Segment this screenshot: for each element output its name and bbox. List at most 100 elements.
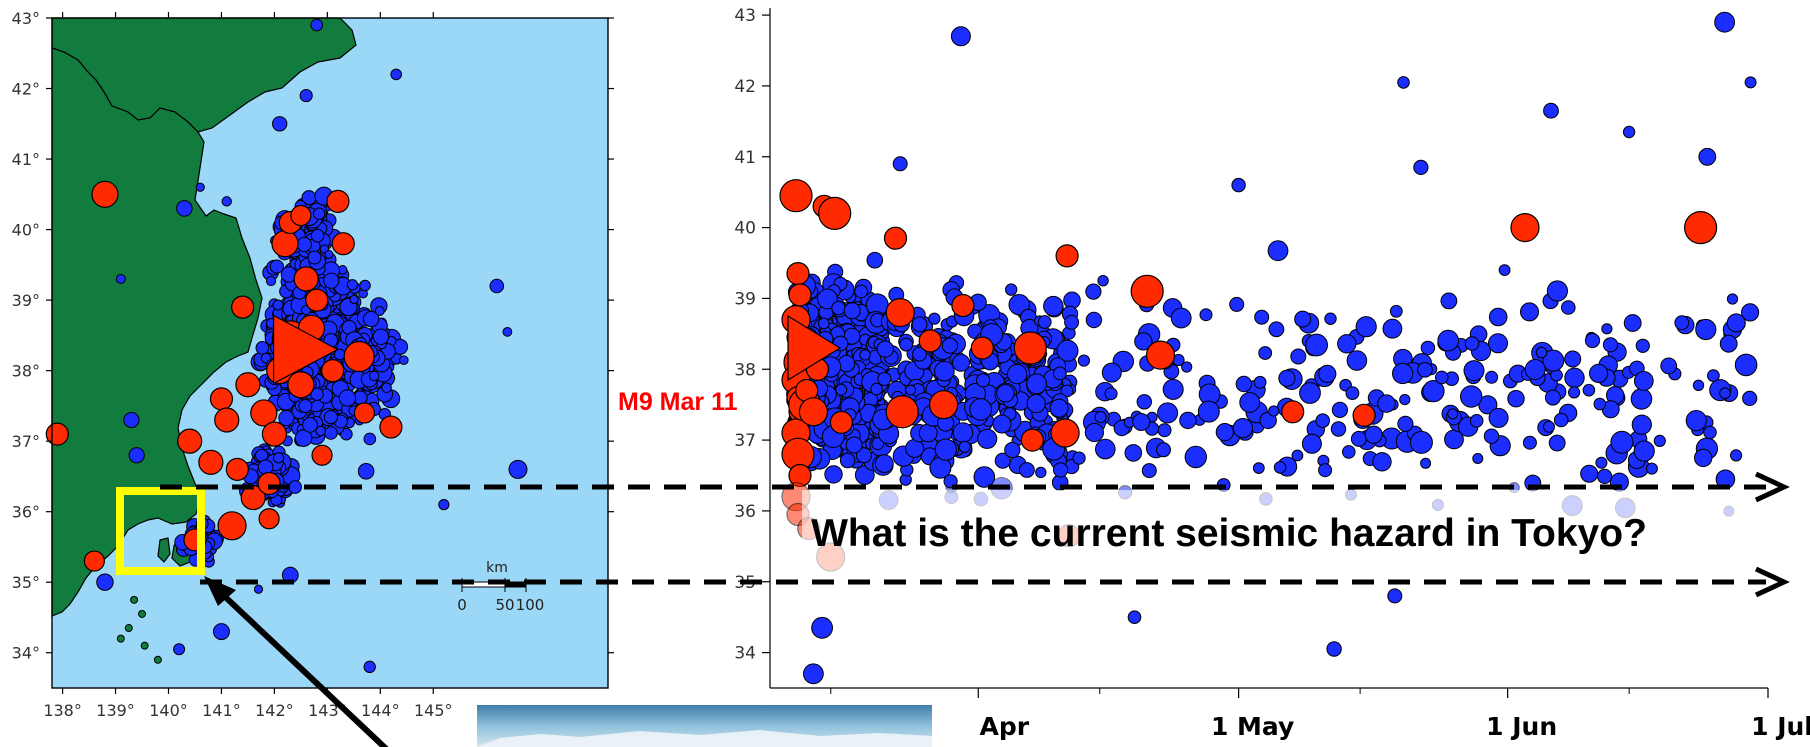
scatter-event-marker — [1703, 425, 1717, 440]
scatter-event-marker — [1301, 433, 1322, 454]
scatter-y-tick-label: 43 — [734, 6, 756, 26]
scatter-event-marker — [1568, 386, 1581, 399]
scatter-event-marker — [952, 353, 970, 372]
scatter-event-marker — [1397, 76, 1410, 89]
scatter-event-marker — [1546, 280, 1569, 302]
scatter-large-event-marker — [1050, 418, 1080, 448]
scatter-event-marker — [843, 302, 861, 320]
map-aftershock-marker — [346, 279, 359, 291]
scatter-event-marker — [1674, 315, 1690, 331]
scatter-event-marker — [973, 466, 996, 488]
scatter-event-marker — [1602, 337, 1619, 353]
scatter-event-marker — [1268, 321, 1285, 338]
map-aftershock-marker — [265, 275, 277, 287]
scatter-event-marker — [1543, 420, 1555, 433]
scatter-event-marker — [803, 663, 824, 685]
map-aftershock-marker — [212, 623, 230, 641]
map-aftershock-marker — [390, 68, 402, 81]
map-large-event-marker — [91, 180, 119, 208]
scatter-event-marker — [1660, 357, 1678, 375]
scatter-large-event-marker — [1281, 400, 1305, 424]
scatter-event-marker — [1157, 402, 1179, 424]
scatter-x-tick-label: 1 May — [1211, 712, 1294, 741]
scatter-event-marker — [1464, 336, 1480, 351]
map-lon-tick-label: 145° — [414, 701, 453, 720]
scatter-event-marker — [1350, 430, 1367, 447]
scale-bar-tick-label: 50 — [495, 596, 514, 614]
scatter-event-marker — [1623, 314, 1642, 332]
scatter-event-marker — [1483, 428, 1500, 444]
scatter-event-marker — [1134, 332, 1153, 351]
scatter-event-marker — [1318, 364, 1337, 383]
scatter-event-marker — [1318, 463, 1333, 478]
scatter-event-marker — [994, 452, 1011, 469]
photo-strip — [477, 705, 932, 747]
map-aftershock-marker — [294, 429, 313, 447]
scatter-event-marker — [1019, 462, 1035, 478]
scatter-event-marker — [1734, 353, 1758, 377]
scatter-event-marker — [1197, 400, 1220, 423]
map-aftershock-marker — [323, 409, 338, 425]
map-lon-tick-label: 138° — [43, 701, 82, 720]
scatter-event-marker — [950, 26, 971, 47]
map-large-event-marker — [209, 387, 234, 411]
scatter-event-marker — [1553, 412, 1569, 428]
scatter-event-marker — [1268, 405, 1280, 417]
scatter-event-marker — [1315, 413, 1330, 429]
map-large-event-marker — [250, 399, 278, 427]
scatter-event-marker — [845, 436, 863, 454]
scatter-event-marker — [905, 384, 917, 396]
scatter-event-marker — [1653, 434, 1666, 447]
scatter-y-tick-label: 42 — [734, 77, 756, 97]
scatter-event-marker — [1631, 414, 1652, 435]
scatter-large-event-marker — [1013, 331, 1047, 365]
map-large-event-marker — [326, 189, 350, 213]
scatter-event-marker — [1440, 292, 1458, 310]
scatter-large-event-marker — [786, 262, 810, 286]
scatter-event-marker — [835, 383, 848, 396]
map-lat-tick-label: 43° — [12, 9, 40, 28]
island — [153, 655, 162, 664]
map-large-event-marker — [225, 457, 249, 481]
scatter-y-tick-label: 38 — [734, 360, 756, 380]
map-aftershock-marker — [255, 341, 270, 355]
scatter-event-marker — [1231, 177, 1246, 193]
scatter-event-marker — [1742, 390, 1758, 406]
map-aftershock-marker — [489, 278, 505, 294]
scatter-y-tick-label: 41 — [734, 148, 756, 168]
map-large-event-marker — [235, 372, 261, 398]
map-aftershock-marker — [310, 387, 324, 401]
scatter-event-marker — [824, 465, 843, 484]
scatter-event-marker — [1422, 380, 1445, 403]
scatter-y-tick-label: 37 — [734, 431, 756, 451]
scatter-event-marker — [1420, 457, 1432, 469]
scatter-event-marker — [1053, 366, 1067, 381]
map-large-event-marker — [258, 508, 280, 530]
scatter-large-event-marker — [1130, 274, 1164, 308]
scatter-event-marker — [1382, 318, 1403, 339]
scatter-large-event-marker — [885, 395, 919, 429]
scatter-event-marker — [1437, 329, 1459, 352]
scatter-event-marker — [1524, 359, 1546, 380]
pointer-arrowhead — [204, 576, 236, 606]
scatter-event-marker — [1548, 434, 1566, 452]
scatter-large-event-marker — [1683, 211, 1718, 245]
scatter-event-marker — [1435, 370, 1449, 385]
map-aftershock-marker — [399, 355, 409, 365]
scatter-mainshock-marker — [787, 314, 842, 382]
map-large-event-marker — [311, 444, 333, 466]
scatter-event-marker — [1330, 421, 1347, 437]
map-large-event-marker — [177, 428, 203, 454]
map-aftershock-marker — [362, 310, 380, 328]
map-large-event-marker — [343, 340, 375, 373]
map-frame — [51, 17, 609, 689]
map-lat-tick-label: 42° — [12, 80, 40, 99]
scatter-event-marker — [1346, 350, 1368, 371]
scatter-event-marker — [839, 452, 856, 469]
map-large-event-marker — [257, 471, 281, 496]
scatter-event-marker — [992, 414, 1012, 434]
scatter-event-marker — [1488, 307, 1508, 327]
map-aftershock-marker — [324, 426, 338, 440]
map-aftershock-marker — [288, 480, 302, 494]
